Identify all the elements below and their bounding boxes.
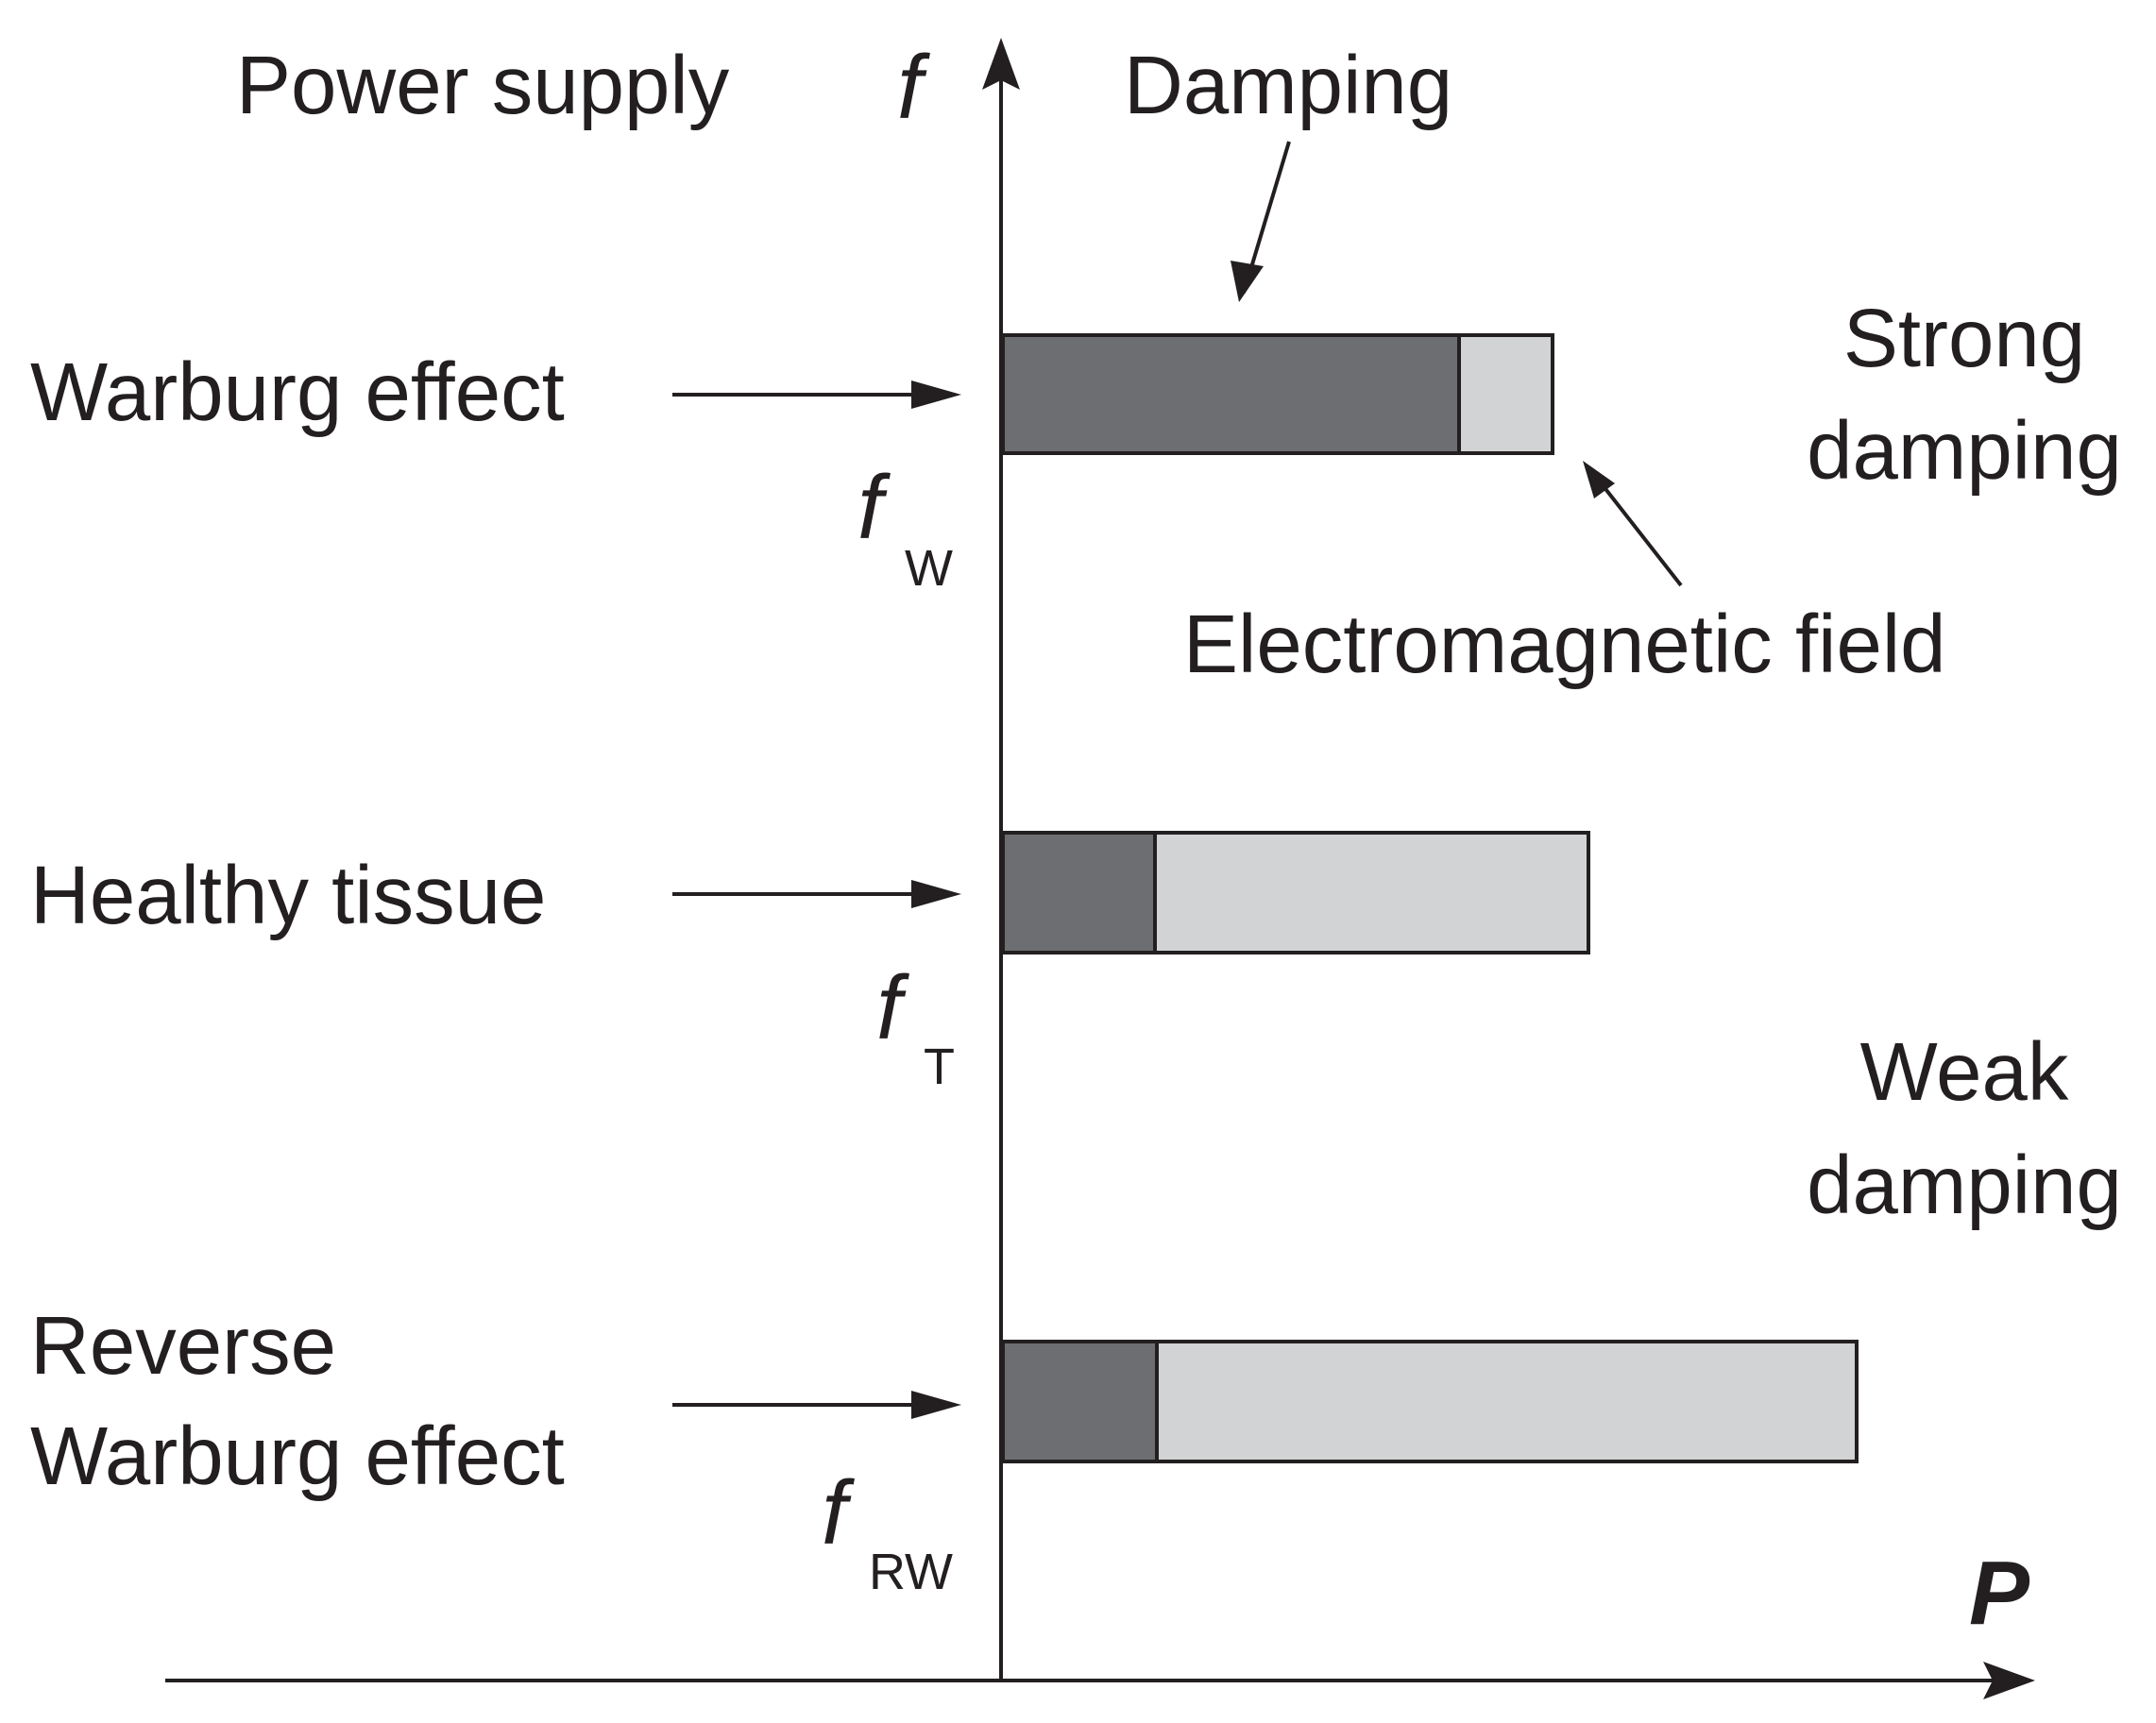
- row-label: Warburg effect: [30, 346, 565, 438]
- weak-damping-line-1: Weak: [1860, 1026, 2069, 1118]
- freq-symbol: f: [822, 1462, 855, 1563]
- row-label: Healthy tissue: [30, 850, 546, 941]
- strong-damping-line-1: Strong: [1843, 293, 2085, 384]
- y-axis-arrowhead: [982, 38, 1020, 90]
- damping-bar: [1001, 831, 1157, 954]
- em-field-label: Electromagnetic field: [1183, 599, 1946, 690]
- weak-damping-line-2: damping: [1807, 1140, 2122, 1231]
- row-pointer-arrowhead: [911, 380, 961, 409]
- row-pointer-arrowhead: [911, 880, 961, 908]
- damping-pointer-arrowhead: [1231, 261, 1264, 302]
- row-label-line-2: Warburg effect: [30, 1410, 565, 1502]
- strong-damping-line-2: damping: [1807, 405, 2122, 497]
- row-warburg: Warburg effect f W: [30, 333, 1554, 597]
- em-field-pointer-arrow: [1594, 475, 1683, 587]
- y-axis-label: f: [897, 37, 930, 138]
- freq-symbol: f: [876, 957, 909, 1058]
- row-reverse-warburg: Reverse Warburg effect f RW: [30, 1300, 1859, 1600]
- row-label-line-1: Reverse: [30, 1300, 336, 1392]
- x-axis-label: P: [1969, 1543, 2030, 1644]
- row-healthy: Healthy tissue f T: [30, 831, 1590, 1095]
- row-pointer-arrowhead: [911, 1391, 961, 1419]
- damping-bar: [1001, 1340, 1159, 1463]
- freq-subscript: T: [924, 1039, 955, 1095]
- freq-symbol: f: [857, 457, 891, 558]
- power-supply-label: Power supply: [236, 40, 730, 131]
- damping-bar: [1001, 333, 1461, 455]
- em-field-pointer-arrowhead: [1583, 461, 1615, 498]
- freq-subscript: RW: [869, 1544, 953, 1600]
- damping-label: Damping: [1124, 40, 1452, 131]
- freq-subscript: W: [905, 540, 953, 597]
- x-axis-arrowhead: [1983, 1662, 2035, 1699]
